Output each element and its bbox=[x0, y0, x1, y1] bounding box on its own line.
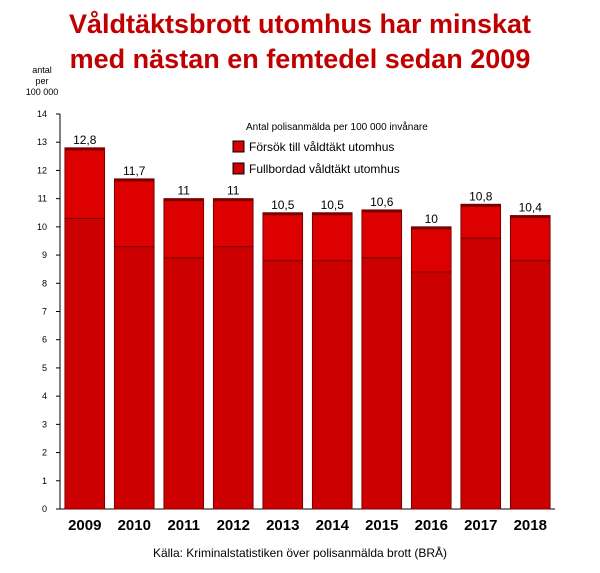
bar-top-edge bbox=[411, 226, 451, 230]
legend-label-attempt: Försök till våldtäkt utomhus bbox=[249, 140, 394, 154]
bar-segment-completed bbox=[509, 260, 551, 510]
bar-segment-attempt bbox=[212, 198, 254, 248]
bar-segment-completed bbox=[163, 257, 205, 510]
bar-segment-attempt bbox=[410, 226, 452, 273]
bar-total-label: 11 bbox=[227, 184, 240, 198]
bar-segment-attempt bbox=[361, 209, 403, 259]
y-tick-label: 10 bbox=[37, 222, 47, 232]
bar-top-edge bbox=[510, 215, 550, 219]
bar-segment-completed bbox=[460, 237, 502, 510]
x-tick-label: 2011 bbox=[167, 517, 200, 534]
bar-segment-completed bbox=[361, 257, 403, 510]
y-tick-label: 4 bbox=[42, 391, 47, 401]
bar-segment-attempt bbox=[64, 147, 106, 219]
y-tick-label: 6 bbox=[42, 335, 47, 345]
y-unit-line-1: antal bbox=[32, 65, 52, 75]
y-tick-label: 12 bbox=[37, 165, 47, 175]
bar-segment-attempt bbox=[163, 198, 205, 259]
y-tick-label: 7 bbox=[42, 307, 47, 317]
x-tick-label: 2014 bbox=[316, 517, 350, 534]
chart-title-line-2: med nästan en femtedel sedan 2009 bbox=[69, 44, 531, 74]
bar-top-edge bbox=[362, 209, 402, 213]
y-tick-label: 0 bbox=[42, 504, 47, 514]
x-tick-label: 2018 bbox=[514, 517, 547, 534]
bar-total-label: 11,7 bbox=[123, 164, 146, 178]
bar-total-label: 12,8 bbox=[73, 133, 97, 147]
bar-segment-attempt bbox=[460, 203, 502, 239]
bar-top-edge bbox=[461, 204, 501, 207]
y-tick-label: 9 bbox=[42, 250, 47, 260]
bar-top-edge bbox=[263, 212, 303, 216]
bar-total-label: 11 bbox=[178, 184, 191, 198]
x-tick-label: 2015 bbox=[365, 517, 398, 534]
y-tick-label: 11 bbox=[38, 194, 47, 204]
y-tick-label: 8 bbox=[42, 278, 47, 288]
bar-segment-attempt bbox=[113, 178, 155, 248]
bar-total-label: 10,5 bbox=[271, 198, 295, 212]
bar-segment-completed bbox=[64, 217, 106, 510]
y-tick-label: 3 bbox=[42, 419, 47, 429]
y-tick-label: 14 bbox=[37, 109, 47, 119]
bar-segment-completed bbox=[113, 246, 155, 510]
bars: 12,8 11,7 11 11 10,5 10,5 10,6 10 10,8 10,4 bbox=[64, 133, 551, 510]
legend-title: Antal polisanmälda per 100 000 invånare bbox=[246, 121, 428, 133]
x-tick-label: 2017 bbox=[464, 517, 497, 534]
bar-top-edge bbox=[65, 147, 105, 151]
bar-segment-attempt bbox=[262, 212, 304, 262]
source-note: Källa: Kriminalstatistiken över polisanm… bbox=[152, 546, 448, 560]
legend-swatch-attempt bbox=[232, 140, 245, 153]
bar-top-edge bbox=[312, 212, 352, 216]
y-tick-label: 5 bbox=[42, 363, 47, 373]
x-tick-label: 2009 bbox=[68, 517, 101, 534]
x-tick-label: 2013 bbox=[266, 517, 299, 534]
bar-segment-completed bbox=[311, 260, 353, 510]
y-tick-label: 2 bbox=[42, 448, 47, 458]
bar-top-edge bbox=[213, 198, 253, 202]
bar-segment-completed bbox=[410, 271, 452, 510]
bar-top-edge bbox=[114, 178, 154, 182]
y-tick-label: 13 bbox=[37, 137, 47, 147]
bar-total-label: 10,5 bbox=[321, 198, 345, 212]
bar-total-label: 10,6 bbox=[370, 195, 394, 209]
x-tick-label: 2016 bbox=[415, 517, 448, 534]
x-axis-labels: 2009 2010 2011 2012 2013 2014 2015 2016 2017 2018 bbox=[68, 517, 547, 534]
bar-total-label: 10,8 bbox=[469, 189, 493, 203]
bar-total-label: 10,4 bbox=[519, 201, 543, 215]
bar-segment-completed bbox=[262, 260, 304, 510]
legend-swatch-completed bbox=[232, 162, 245, 175]
x-tick-label: 2010 bbox=[118, 517, 151, 534]
bar-top-edge bbox=[164, 198, 204, 202]
bar-segment-attempt bbox=[311, 212, 353, 262]
y-tick-label: 1 bbox=[42, 476, 47, 486]
bar-segment-completed bbox=[212, 246, 254, 510]
bar-segment-attempt bbox=[509, 215, 551, 262]
y-unit-line-2: per bbox=[35, 76, 48, 86]
bar-total-label: 10 bbox=[425, 212, 439, 226]
y-unit-line-3: 100 000 bbox=[26, 87, 59, 97]
legend-label-completed: Fullbordad våldtäkt utomhus bbox=[249, 162, 400, 176]
legend: Antal polisanmälda per 100 000 invånare … bbox=[232, 121, 428, 176]
x-tick-label: 2012 bbox=[217, 517, 250, 534]
chart-title-line-1: Våldtäktsbrott utomhus har minskat bbox=[68, 9, 532, 39]
